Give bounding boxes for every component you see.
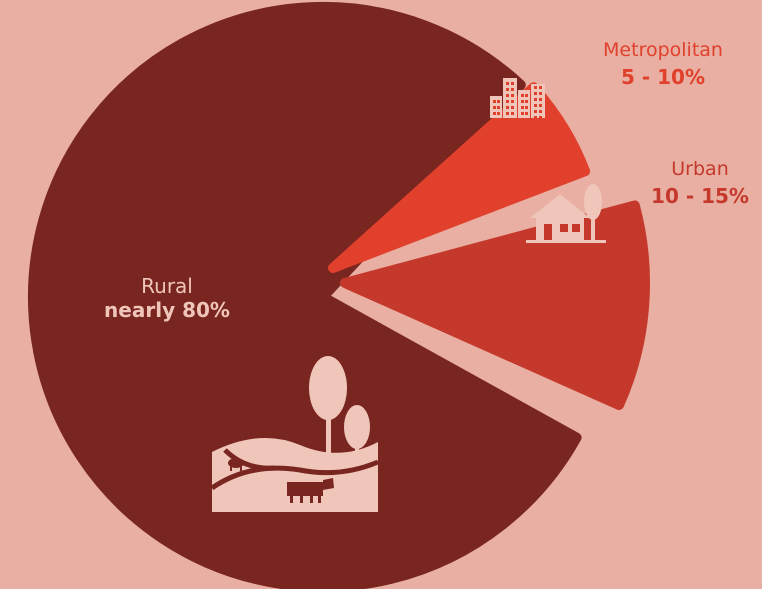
slice-name-metropolitan: Metropolitan <box>603 39 723 61</box>
city-buildings-icon <box>490 78 545 119</box>
slice-label-rural: Rural nearly 80% <box>92 274 242 322</box>
slice-label-metropolitan: Metropolitan 5 - 10% <box>578 39 748 89</box>
slice-value-urban: 10 - 15% <box>651 184 749 208</box>
farm-landscape-icon <box>210 356 379 512</box>
house-icon <box>526 184 606 243</box>
slice-value-metropolitan: 5 - 10% <box>620 65 705 89</box>
slice-name-urban: Urban <box>671 158 729 180</box>
pie-slice-urban <box>340 200 650 410</box>
slice-name-rural: Rural <box>141 274 193 298</box>
slice-value-rural: nearly 80% <box>104 298 230 322</box>
slice-label-urban: Urban 10 - 15% <box>640 158 760 208</box>
pie-slice-rural <box>28 2 582 589</box>
